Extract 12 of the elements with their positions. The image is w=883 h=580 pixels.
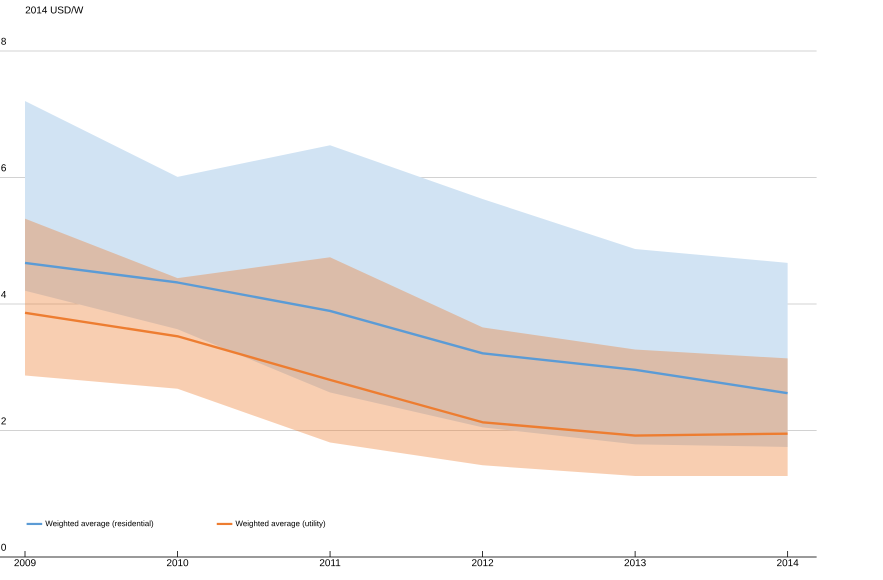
x-tick-label: 2010	[166, 559, 188, 566]
x-tick-label: 2014	[777, 559, 798, 566]
y-tick-label: 8	[1, 38, 6, 45]
y-axis-title: 2014 USD/W	[26, 6, 84, 14]
y-tick-label: 6	[1, 164, 6, 172]
x-tick-label: 2011	[320, 559, 340, 566]
y-tick-label: 0	[1, 544, 6, 551]
x-tick-label: 2013	[624, 559, 646, 566]
y-tick-label: 4	[1, 290, 6, 298]
y-tick-label: 2	[1, 417, 6, 424]
x-tick-label: 2009	[14, 559, 36, 566]
x-tick-label: 2012	[472, 559, 494, 566]
